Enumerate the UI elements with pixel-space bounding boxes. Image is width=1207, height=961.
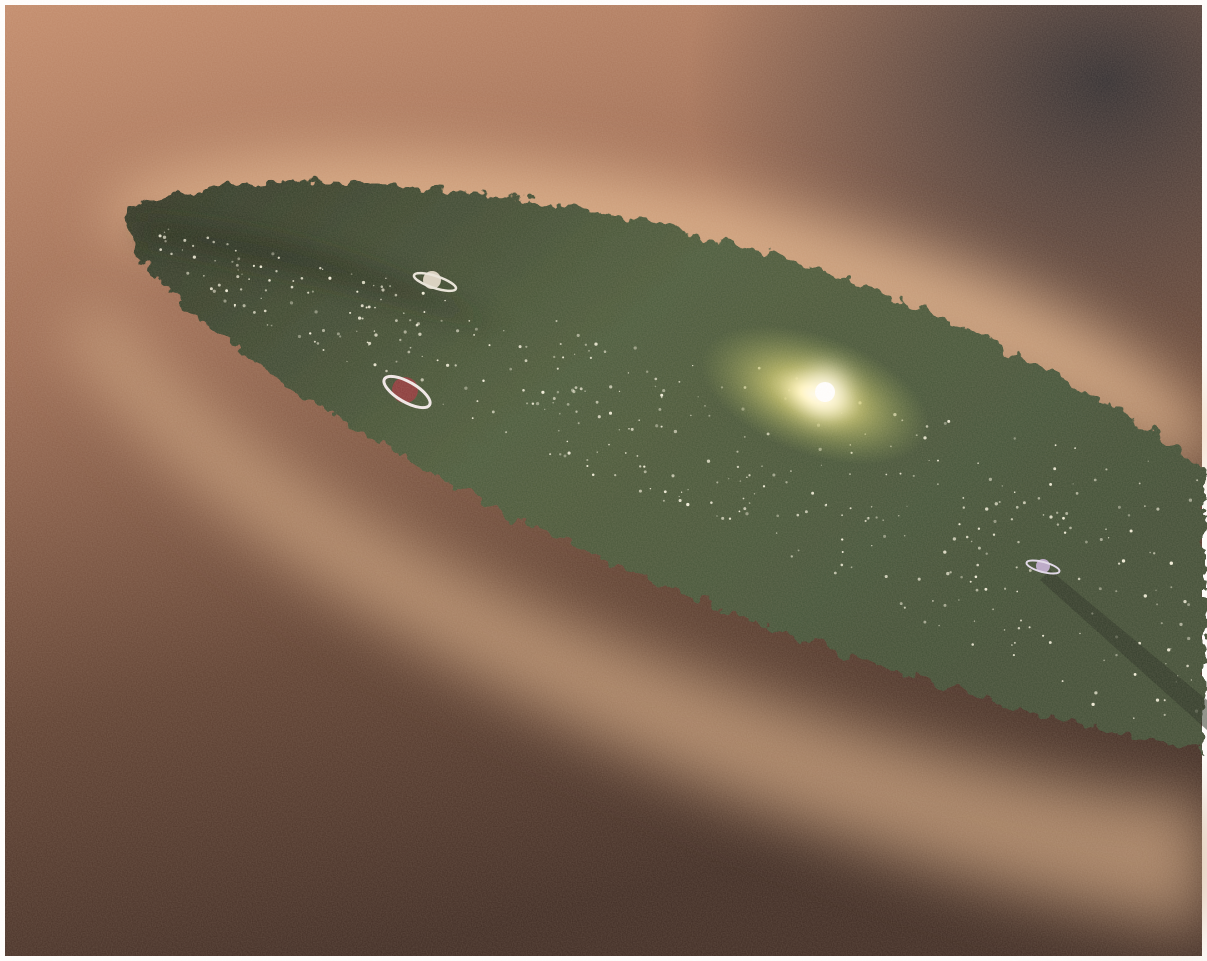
texture xyxy=(5,5,1202,956)
